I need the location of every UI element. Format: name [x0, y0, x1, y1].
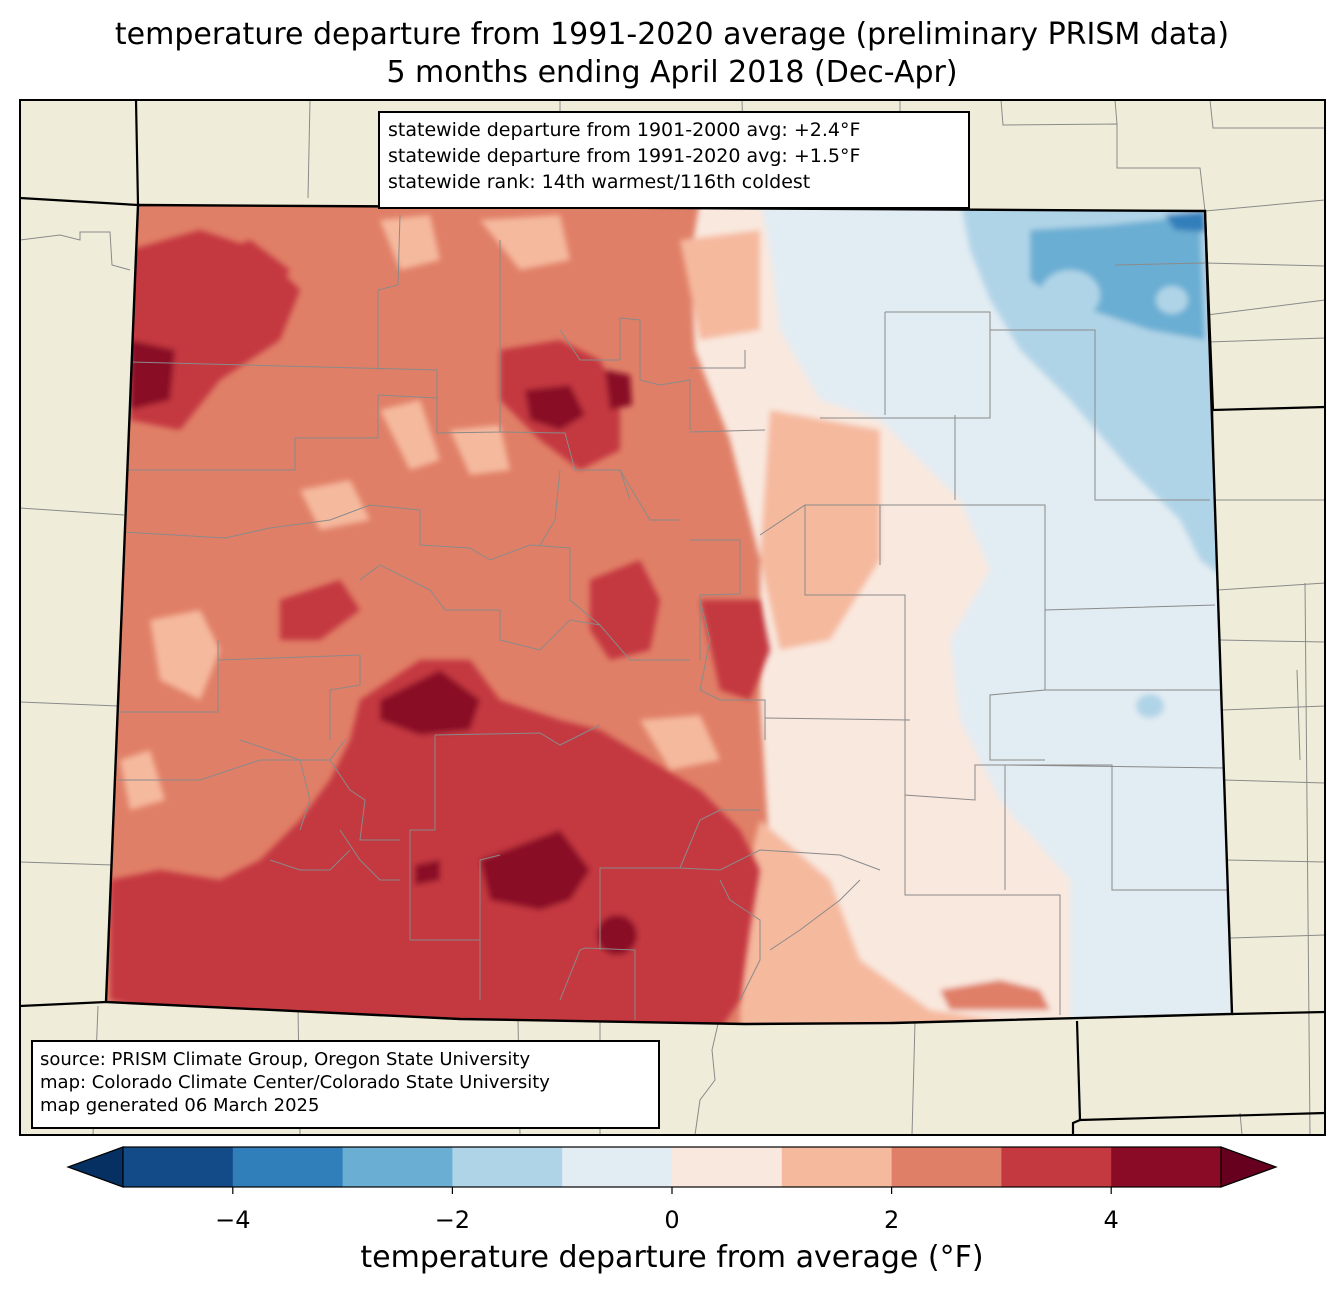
- colorbar-bin-6: [781, 1147, 893, 1187]
- stats-line-1901-2000: statewide departure from 1901-2000 avg: …: [388, 119, 861, 141]
- colorbar-bin-5: [672, 1147, 783, 1187]
- colorbar-tick-label: 0: [664, 1206, 680, 1234]
- stats-line-1991-2020: statewide departure from 1991-2020 avg: …: [388, 145, 861, 167]
- colorbar-bin-7: [891, 1147, 1002, 1187]
- source-line: source: PRISM Climate Group, Oregon Stat…: [40, 1049, 531, 1070]
- colorbar-bin-1: [232, 1147, 344, 1187]
- map-credit-line: map: Colorado Climate Center/Colorado St…: [40, 1072, 550, 1093]
- statewide-stats-box: statewide departure from 1901-2000 avg: …: [378, 111, 970, 209]
- map-title-line2: 5 months ending April 2018 (Dec-Apr): [386, 55, 958, 90]
- colorbar-bin-0: [123, 1147, 234, 1187]
- colorbar-label: temperature departure from average (°F): [360, 1240, 984, 1275]
- map-title-line1: temperature departure from 1991-2020 ave…: [114, 17, 1230, 52]
- temperature-field: [106, 205, 1232, 1024]
- source-box: source: PRISM Climate Group, Oregon Stat…: [31, 1040, 660, 1129]
- colorbar-over-extension: [1220, 1146, 1278, 1188]
- colorbar-bin-3: [452, 1147, 563, 1187]
- colorado-border: [104, 203, 1234, 1026]
- colorbar-bin-9: [1111, 1147, 1222, 1187]
- generated-date-line: map generated 06 March 2025: [40, 1095, 320, 1116]
- stats-line-rank: statewide rank: 14th warmest/116th colde…: [388, 171, 811, 193]
- colorbar-under-extension: [66, 1146, 124, 1188]
- colorbar: [66, 1146, 1278, 1194]
- map-frame: [19, 99, 1326, 1136]
- county-lines: [118, 214, 1228, 1020]
- colorbar-tick-label: 4: [1103, 1206, 1119, 1234]
- colorbar-tick-label: 2: [883, 1206, 900, 1234]
- colorbar-bin-4: [562, 1147, 673, 1187]
- colorbar-tick-label: −4: [215, 1206, 251, 1234]
- colorbar-bin-2: [342, 1147, 453, 1187]
- colorbar-bin-8: [1001, 1147, 1112, 1187]
- colorbar-tick-label: −2: [434, 1206, 471, 1234]
